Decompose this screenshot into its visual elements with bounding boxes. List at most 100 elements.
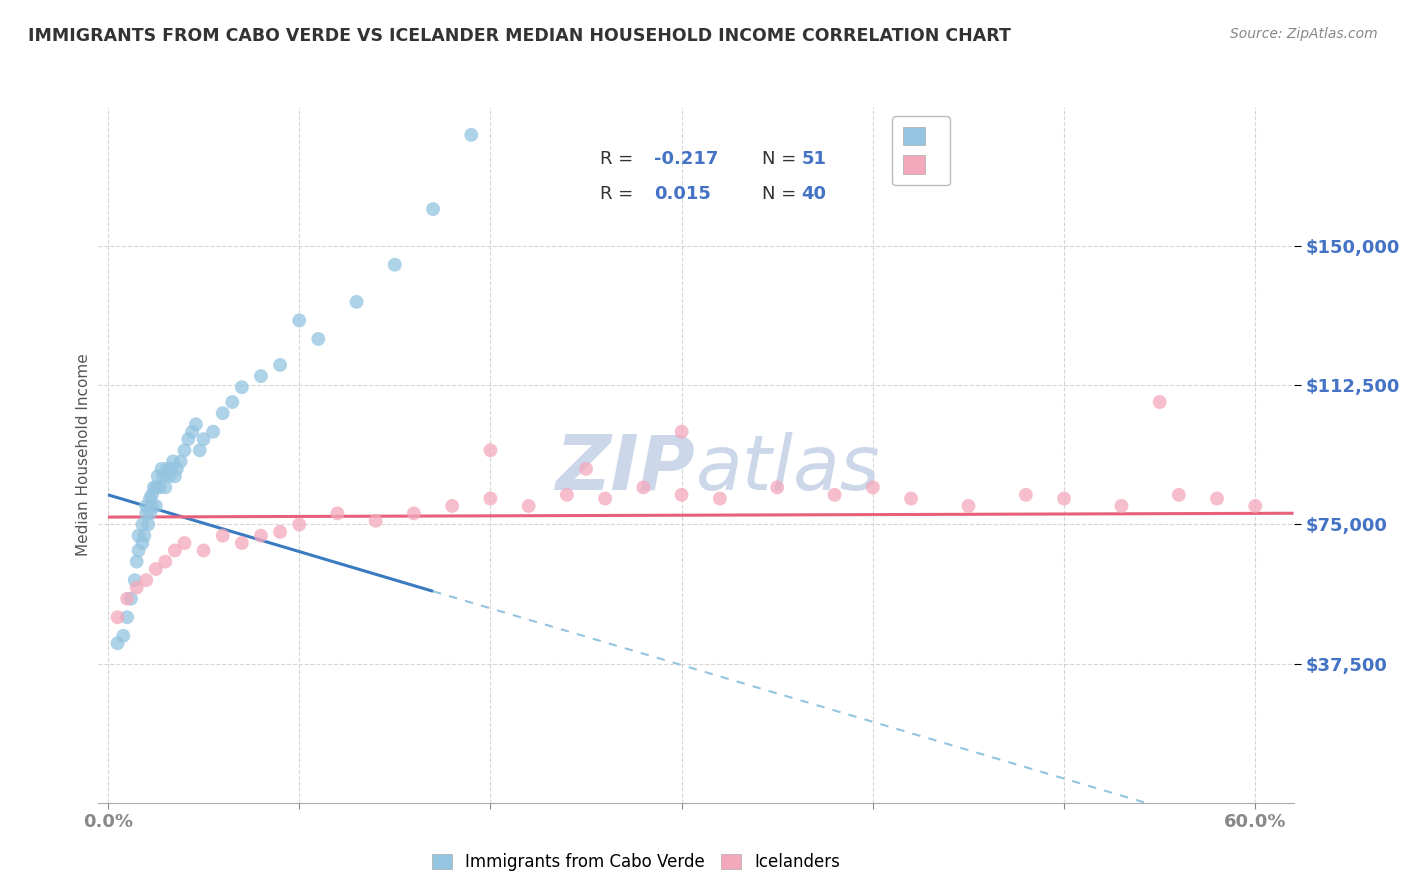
Point [142, 480, 165, 494]
Point [250, 528, 273, 542]
Point [163, 469, 186, 483]
Point [862, 480, 884, 494]
Point [107, 610, 129, 624]
Point [181, 425, 204, 439]
Point [150, 462, 173, 476]
Point [1244, 499, 1267, 513]
Legend: Immigrants from Cabo Verde, Icelanders: Immigrants from Cabo Verde, Icelanders [425, 847, 848, 878]
Point [155, 480, 177, 494]
Point [1206, 491, 1229, 506]
Point [152, 469, 174, 483]
Point [135, 573, 157, 587]
Point [709, 491, 731, 506]
Point [957, 499, 980, 513]
Point [202, 425, 225, 439]
Point [131, 536, 153, 550]
Point [555, 488, 578, 502]
Point [231, 536, 253, 550]
Point [307, 332, 329, 346]
Point [125, 581, 148, 595]
Text: R =: R = [600, 150, 640, 169]
Point [125, 555, 148, 569]
Point [824, 488, 846, 502]
Text: R =: R = [600, 185, 640, 203]
Y-axis label: Median Household Income: Median Household Income [76, 353, 91, 557]
Point [163, 543, 186, 558]
Point [128, 543, 150, 558]
Point [120, 591, 142, 606]
Point [169, 454, 191, 468]
Point [346, 294, 368, 309]
Point [145, 499, 167, 513]
Text: ZIP: ZIP [557, 432, 696, 506]
Point [141, 488, 163, 502]
Point [269, 524, 291, 539]
Point [633, 480, 655, 494]
Point [115, 610, 138, 624]
Point [145, 480, 167, 494]
Text: -0.217: -0.217 [654, 150, 718, 169]
Point [211, 406, 233, 420]
Text: Source: ZipAtlas.com: Source: ZipAtlas.com [1230, 27, 1378, 41]
Point [157, 469, 180, 483]
Point [115, 591, 138, 606]
Point [149, 480, 172, 494]
Point [162, 454, 184, 468]
Point [671, 488, 693, 502]
Point [1053, 491, 1076, 506]
Point [135, 499, 157, 513]
Point [193, 432, 215, 446]
Point [1111, 499, 1133, 513]
Text: 40: 40 [801, 185, 827, 203]
Point [479, 491, 502, 506]
Point [139, 507, 162, 521]
Point [124, 573, 146, 587]
Point [139, 491, 162, 506]
Point [231, 380, 253, 394]
Point [326, 507, 349, 521]
Point [575, 462, 598, 476]
Point [184, 417, 207, 432]
Point [593, 491, 616, 506]
Point [766, 480, 789, 494]
Point [900, 491, 922, 506]
Point [384, 258, 406, 272]
Text: 0.015: 0.015 [654, 185, 711, 203]
Point [221, 395, 243, 409]
Point [160, 462, 183, 476]
Point [177, 432, 200, 446]
Point [250, 369, 273, 384]
Point [155, 555, 177, 569]
Point [145, 562, 167, 576]
Point [1015, 488, 1038, 502]
Text: 51: 51 [801, 150, 827, 169]
Point [188, 443, 211, 458]
Point [288, 313, 311, 327]
Text: N =: N = [762, 150, 801, 169]
Point [166, 462, 188, 476]
Point [112, 629, 135, 643]
Point [517, 499, 540, 513]
Point [441, 499, 464, 513]
Point [141, 499, 163, 513]
Point [131, 517, 153, 532]
Text: N =: N = [762, 185, 801, 203]
Point [1167, 488, 1189, 502]
Point [422, 202, 444, 216]
Point [146, 469, 169, 483]
Point [134, 528, 156, 542]
Point [1149, 395, 1171, 409]
Text: IMMIGRANTS FROM CABO VERDE VS ICELANDER MEDIAN HOUSEHOLD INCOME CORRELATION CHAR: IMMIGRANTS FROM CABO VERDE VS ICELANDER … [28, 27, 1011, 45]
Point [173, 536, 195, 550]
Point [479, 443, 502, 458]
Point [402, 507, 425, 521]
Point [288, 517, 311, 532]
Point [136, 517, 159, 532]
Point [128, 528, 150, 542]
Point [193, 543, 215, 558]
Point [671, 425, 693, 439]
Point [460, 128, 482, 142]
Point [173, 443, 195, 458]
Text: atlas: atlas [696, 432, 880, 506]
Point [364, 514, 387, 528]
